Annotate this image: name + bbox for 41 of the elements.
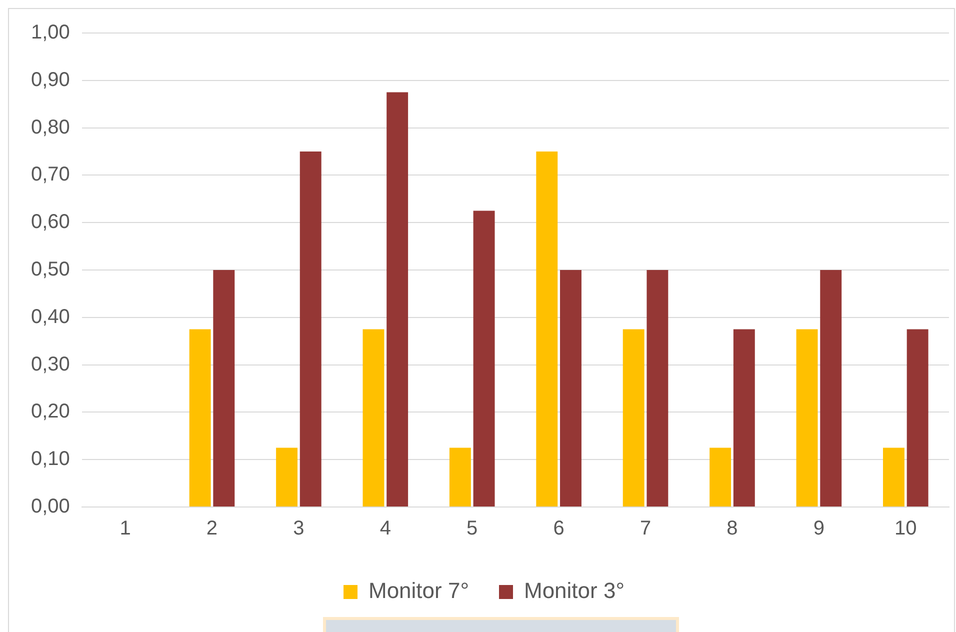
y-tick-label: 0,20	[30, 400, 70, 423]
bar	[820, 270, 842, 506]
bar	[622, 329, 644, 506]
bar	[213, 270, 235, 506]
bar	[906, 329, 928, 506]
y-tick-label: 0,70	[30, 164, 70, 186]
y-tick-label: 0,90	[30, 68, 70, 91]
y-tick-label: 0,00	[30, 496, 70, 518]
y-tick-label: 1,00	[30, 22, 70, 44]
y-tick-label: 0,60	[30, 211, 70, 234]
legend-label: Monitor 7°	[368, 578, 470, 604]
legend-label: Monitor 3°	[524, 578, 625, 604]
x-tick-label: 5	[466, 518, 478, 540]
bar	[882, 448, 904, 506]
x-tick-label: 4	[380, 518, 391, 540]
bar	[796, 329, 818, 506]
x-tick-label: 7	[640, 518, 652, 540]
x-tick-label: 8	[726, 518, 738, 540]
bar	[362, 329, 384, 506]
bar	[276, 448, 298, 506]
x-tick-label: 3	[293, 518, 304, 540]
x-tick-label: 1	[120, 518, 131, 540]
y-tick-label: 0,50	[30, 258, 70, 281]
bar	[473, 210, 495, 506]
y-tick-label: 0,80	[30, 116, 70, 138]
x-tick-label: 2	[206, 518, 218, 540]
y-tick-label: 0,40	[30, 306, 70, 328]
bar	[733, 329, 755, 506]
x-tick-label: 9	[813, 518, 824, 540]
bar	[300, 152, 322, 506]
y-tick-label: 0,10	[30, 448, 70, 470]
bar	[449, 448, 471, 506]
bar	[560, 270, 582, 506]
x-tick-label: 6	[553, 518, 564, 540]
bar	[646, 270, 668, 506]
bar	[536, 152, 558, 506]
x-tick-label: 10	[894, 518, 917, 540]
bar	[189, 329, 211, 506]
bar	[386, 92, 408, 506]
y-tick-label: 0,30	[30, 353, 70, 376]
bar	[710, 448, 732, 506]
